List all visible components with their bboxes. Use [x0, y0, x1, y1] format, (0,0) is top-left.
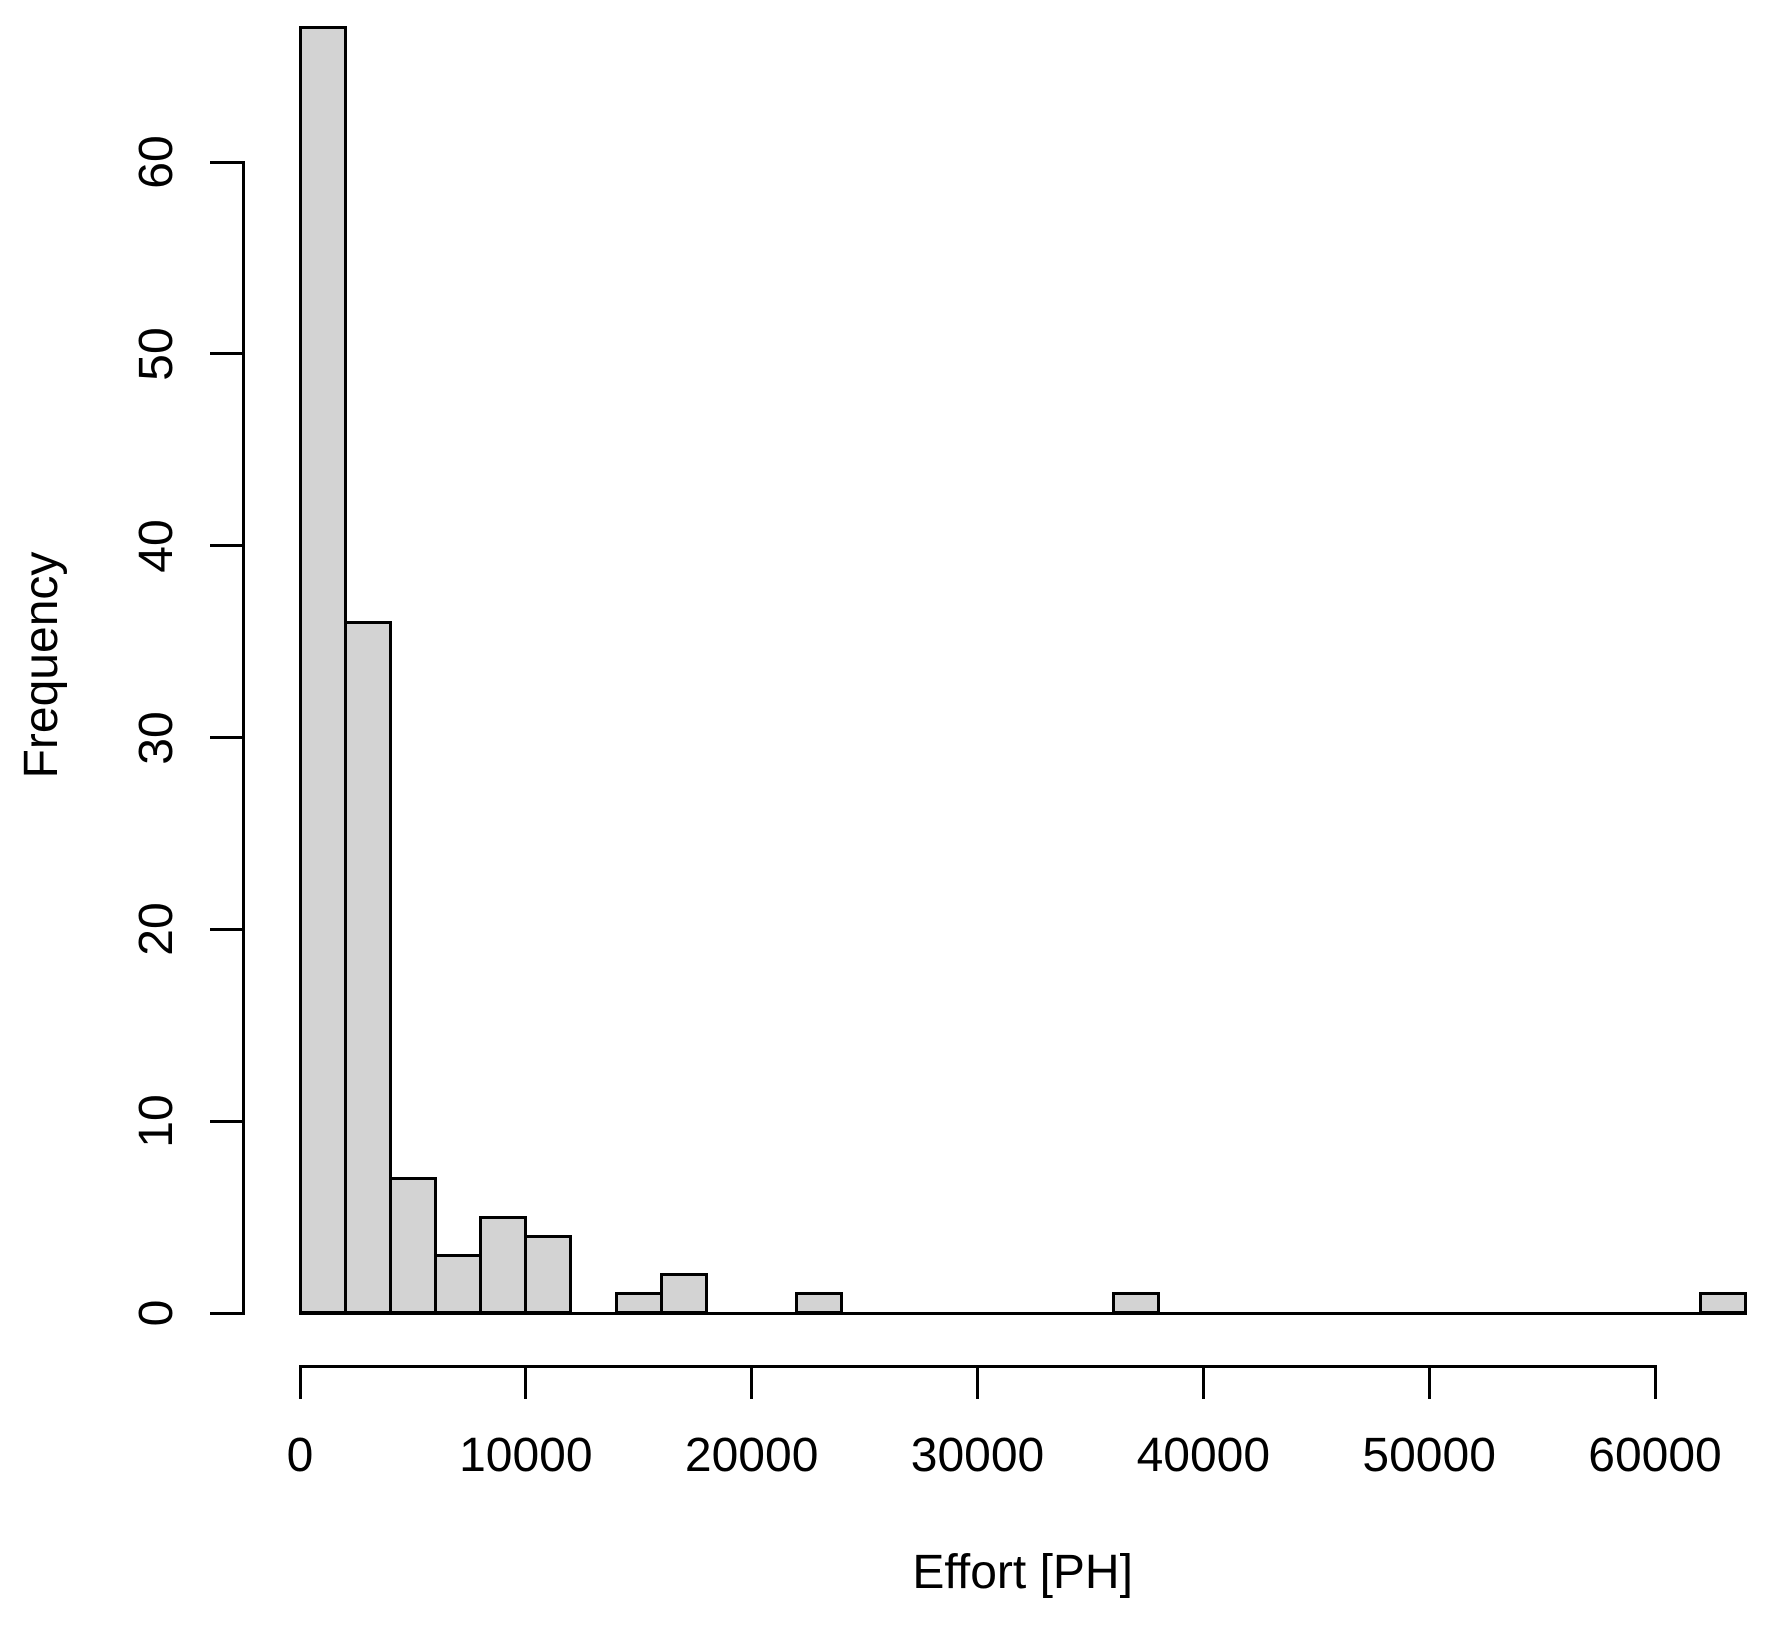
y-tick-label: 10 — [130, 1094, 183, 1148]
x-tick — [1201, 1366, 1205, 1399]
y-tick — [210, 352, 243, 356]
y-tick-label: 0 — [130, 1299, 183, 1327]
histogram-bar — [298, 26, 347, 1315]
y-tick-label: 40 — [130, 518, 183, 573]
histogram-bar — [388, 1177, 437, 1315]
histogram-bar — [479, 1215, 528, 1315]
y-tick — [210, 1311, 243, 1315]
x-axis-title: Effort [PH] — [912, 1546, 1133, 1599]
x-tick — [524, 1366, 528, 1399]
x-tick — [298, 1366, 302, 1399]
x-tick — [1427, 1366, 1431, 1399]
x-tick-label: 50000 — [1362, 1429, 1496, 1482]
y-tick-label: 50 — [130, 327, 183, 381]
y-tick — [210, 1119, 243, 1123]
y-axis-line — [241, 160, 245, 1315]
x-tick — [750, 1366, 754, 1399]
x-tick-label: 0 — [286, 1429, 314, 1482]
y-tick — [210, 160, 243, 164]
x-tick — [976, 1366, 979, 1399]
zero-baseline — [298, 1311, 1747, 1315]
histogram-bar — [343, 620, 392, 1315]
y-tick-label: 30 — [130, 710, 183, 765]
x-tick-label: 20000 — [684, 1429, 819, 1482]
x-tick-label: 60000 — [1588, 1429, 1722, 1482]
y-tick — [210, 736, 243, 739]
y-tick-label: 20 — [130, 902, 183, 957]
y-axis-title: Frequency — [15, 551, 68, 779]
y-tick — [210, 927, 243, 931]
y-tick — [210, 544, 243, 548]
x-tick-label: 40000 — [1136, 1429, 1271, 1482]
y-tick-label: 60 — [130, 135, 183, 189]
x-tick-label: 30000 — [910, 1429, 1045, 1482]
x-tick — [1653, 1366, 1657, 1399]
x-tick-label: 10000 — [459, 1429, 593, 1482]
histogram-bar — [434, 1253, 483, 1315]
histogram-bar — [524, 1234, 573, 1315]
histogram-bar — [659, 1273, 708, 1315]
